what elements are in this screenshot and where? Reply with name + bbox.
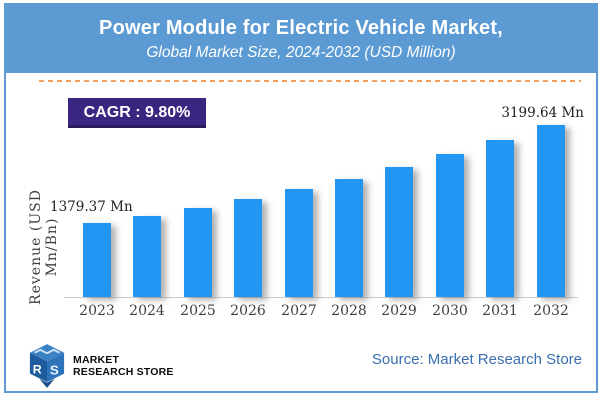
x-tick-2030: 2030 xyxy=(432,303,468,319)
market-research-store-logo: R S MARKET RESEARCH STORE xyxy=(28,343,174,389)
bar-2024 xyxy=(133,216,161,297)
x-tick-2026: 2026 xyxy=(230,303,266,319)
page-subtitle: Global Market Size, 2024-2032 (USD Milli… xyxy=(146,44,456,61)
logo-line-1: MARKET xyxy=(73,353,120,366)
x-tick-2024: 2024 xyxy=(129,303,165,319)
logo-cube-icon: R S xyxy=(29,344,65,388)
bar-2025 xyxy=(184,208,212,297)
bar-2030 xyxy=(436,154,464,297)
cagr-badge: CAGR : 9.80% xyxy=(68,98,206,128)
x-tick-2027: 2027 xyxy=(281,303,317,319)
logo-text: MARKET RESEARCH STORE xyxy=(73,354,174,379)
chart-header: Power Module for Electric Vehicle Market… xyxy=(6,5,596,73)
x-tick-2028: 2028 xyxy=(331,303,367,319)
bar-2029 xyxy=(385,167,413,297)
x-tick-2025: 2025 xyxy=(180,303,216,319)
page-title: Power Module for Electric Vehicle Market… xyxy=(99,17,503,39)
figure-border: Power Module for Electric Vehicle Market… xyxy=(4,3,598,393)
svg-text:S: S xyxy=(50,363,59,378)
bar-2031 xyxy=(486,140,514,297)
data-label-last-bar: 3199.64 Mn xyxy=(501,105,584,121)
bar-2026 xyxy=(234,199,262,297)
x-axis-line xyxy=(64,297,578,298)
x-tick-2029: 2029 xyxy=(381,303,417,319)
plot-area: 1379.37 Mn 3199.64 Mn 2023 2024 2025 2026 20… xyxy=(6,5,596,391)
bar-2028 xyxy=(335,179,363,297)
bar-2023 xyxy=(83,223,111,297)
source-text: Source: Market Research Store xyxy=(371,351,582,368)
bar-2032 xyxy=(537,125,565,297)
dashed-divider xyxy=(39,80,581,82)
x-tick-2032: 2032 xyxy=(533,303,569,319)
x-tick-2023: 2023 xyxy=(79,303,115,319)
bar-2027 xyxy=(285,189,313,297)
logo-line-2: RESEARCH STORE xyxy=(73,366,174,378)
svg-text:R: R xyxy=(33,363,42,377)
x-tick-2031: 2031 xyxy=(482,303,518,319)
data-label-first-bar: 1379.37 Mn xyxy=(50,199,133,215)
